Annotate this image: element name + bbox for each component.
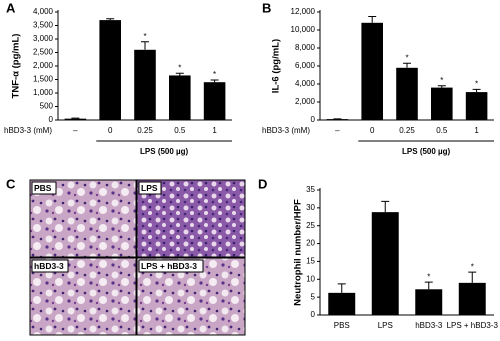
significance-marker: * xyxy=(471,262,474,271)
y-tick-label: 4,000 xyxy=(295,79,316,88)
histology: PBS LPS hBD3-3 LPS + hBD3-3 xyxy=(29,179,246,336)
significance-marker: * xyxy=(427,272,430,281)
y-tick-label: 12,000 xyxy=(291,7,316,16)
panel-letter: C xyxy=(6,176,16,191)
y-tick-label: 8,000 xyxy=(295,43,316,52)
image-label: PBS xyxy=(34,183,52,193)
error-bar xyxy=(472,88,481,93)
x-tick-label: LPS + hBD3-3 xyxy=(447,321,499,330)
y-tick-label: 0 xyxy=(311,115,316,124)
panel-letter: D xyxy=(258,176,267,191)
image-label: hBD3-3 xyxy=(34,261,64,271)
y-tick-label: 25 xyxy=(306,221,315,230)
image-label: LPS + hBD3-3 xyxy=(141,261,197,271)
y-tick-label: 500 xyxy=(40,102,54,111)
y-tick-label: 2,500 xyxy=(33,48,54,57)
significance-marker: * xyxy=(178,63,181,72)
y-tick-label: 10,000 xyxy=(291,25,316,34)
bar xyxy=(431,87,453,120)
error-bar xyxy=(424,281,433,290)
y-tick-label: 0 xyxy=(49,115,54,124)
error-bar xyxy=(337,283,346,293)
bar xyxy=(99,20,121,121)
bar xyxy=(396,67,418,120)
y-tick-label: 0 xyxy=(311,310,316,319)
bar xyxy=(458,282,486,315)
bar xyxy=(64,118,87,120)
label-box xyxy=(31,181,57,195)
image-label: LPS xyxy=(141,183,158,193)
bar xyxy=(169,75,191,120)
y-tick-label: 1,500 xyxy=(33,75,54,84)
y-tick-label: 35 xyxy=(306,185,315,194)
bar xyxy=(371,212,399,315)
y-tick-label: 3,000 xyxy=(33,34,54,43)
y-axis-label: TNF-α (pg/mL) xyxy=(11,34,22,99)
y-tick-label: 2,000 xyxy=(33,61,54,70)
x-row-label: hBD3-3 (mM) xyxy=(4,126,52,135)
x-tick-label: PBS xyxy=(334,321,350,330)
bar xyxy=(415,289,443,315)
label-box xyxy=(138,259,204,273)
x-tick-label: 0.5 xyxy=(174,126,186,135)
x-row-label: hBD3-3 (mM) xyxy=(262,126,310,135)
x-tick-label: 0.5 xyxy=(436,126,448,135)
bar xyxy=(326,119,349,120)
x-tick-label: 0 xyxy=(108,126,113,135)
y-tick-label: 1,000 xyxy=(33,88,54,97)
x-tick-label: 1 xyxy=(212,126,217,135)
x-tick-label: LPS xyxy=(378,321,393,330)
bar xyxy=(465,92,488,120)
y-tick-label: 5 xyxy=(311,292,316,301)
y-tick-label: 15 xyxy=(306,257,315,266)
significance-marker: * xyxy=(440,76,443,85)
group-label: LPS (500 µg) xyxy=(140,147,189,156)
error-bar xyxy=(210,79,219,83)
error-bar xyxy=(175,72,184,76)
error-bar xyxy=(71,117,80,119)
x-tick-label: – xyxy=(73,126,78,135)
error-bar xyxy=(468,271,477,283)
bar xyxy=(134,49,156,120)
label-box xyxy=(31,259,69,273)
error-bar xyxy=(106,18,115,21)
x-tick-label: 0.25 xyxy=(399,126,415,135)
bar xyxy=(328,292,356,315)
significance-marker: * xyxy=(475,80,478,89)
y-tick-label: 20 xyxy=(306,239,315,248)
bar xyxy=(361,22,383,120)
bar xyxy=(203,82,226,120)
significance-marker: * xyxy=(143,32,146,41)
label-box xyxy=(138,181,162,195)
x-tick-label: hBD3-3 xyxy=(415,321,443,330)
significance-marker: * xyxy=(405,53,408,62)
y-tick-label: 6,000 xyxy=(295,61,316,70)
panel-letter: B xyxy=(262,0,271,15)
panel-letter: A xyxy=(6,0,16,15)
x-tick-label: 0 xyxy=(370,126,375,135)
y-tick-label: 10 xyxy=(306,274,315,283)
error-bar xyxy=(368,16,377,23)
y-axis-label: IL-6 (pg/mL) xyxy=(271,39,282,93)
error-bar xyxy=(403,62,411,68)
x-tick-label: 0.25 xyxy=(137,126,153,135)
y-tick-label: 2,000 xyxy=(295,97,316,106)
error-bar xyxy=(141,41,149,50)
group-label: LPS (500 µg) xyxy=(402,147,451,156)
y-tick-label: 3,500 xyxy=(33,21,54,30)
x-tick-label: – xyxy=(335,126,340,135)
y-axis-label: Neutrophil number/HPF xyxy=(293,199,304,306)
y-tick-label: 30 xyxy=(306,203,315,212)
error-bar xyxy=(381,200,390,213)
error-bar xyxy=(437,85,446,88)
x-tick-label: 1 xyxy=(474,126,479,135)
y-tick-label: 4,000 xyxy=(33,7,54,16)
significance-marker: * xyxy=(213,70,216,79)
